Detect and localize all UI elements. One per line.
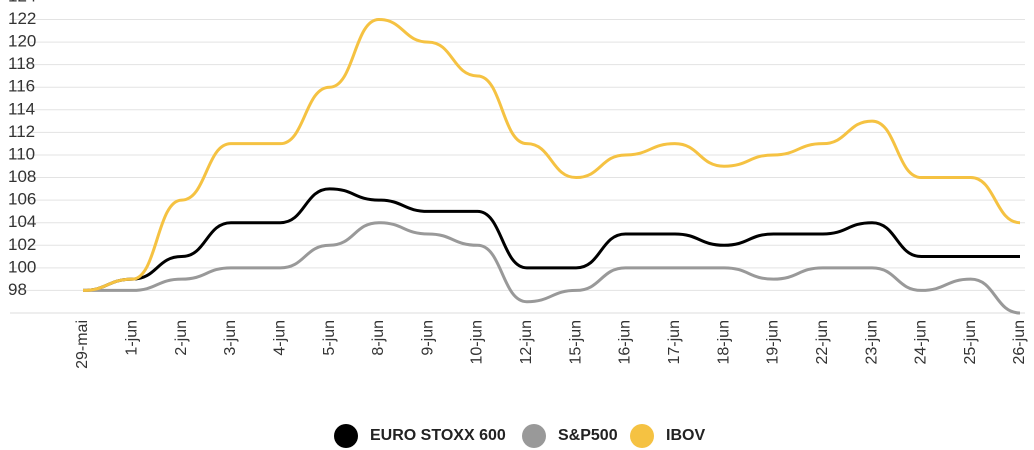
legend-label: EURO STOXX 600 (370, 427, 506, 444)
x-tick-label: 26-jun (1011, 320, 1028, 364)
x-tick-label: 8-jun (370, 320, 387, 356)
y-tick-label: 112 (8, 122, 35, 141)
legend-marker (522, 424, 546, 448)
line (82, 187, 1020, 292)
x-tick-label: 4-jun (271, 320, 288, 356)
x-tick-label: 17-jun (666, 320, 683, 364)
y-tick-label: 108 (8, 167, 36, 186)
legend-marker (334, 424, 358, 448)
y-tick-label: 104 (8, 212, 36, 231)
line (82, 17, 1021, 292)
x-tick-label: 18-jun (715, 320, 732, 364)
y-tick-label: 106 (8, 190, 36, 209)
x-tick-label: 1-jun (124, 320, 141, 356)
x-tick-label: 10-jun (469, 320, 486, 364)
y-tick-label: 98 (8, 280, 27, 299)
y-tick-label: 100 (8, 257, 36, 276)
x-tick-label: 23-jun (863, 320, 880, 364)
y-tick-label: 102 (8, 235, 36, 254)
x-tick-label: 29-mai (74, 320, 91, 369)
legend-label: IBOV (666, 427, 705, 444)
legend-label: S&P500 (558, 427, 618, 444)
x-tick-label: 3-jun (222, 320, 239, 356)
x-tick-label: 19-jun (765, 320, 782, 364)
x-tick-label: 2-jun (173, 320, 190, 356)
line (82, 221, 1021, 315)
x-tick-label: 12-jun (518, 320, 535, 364)
x-tick-label: 24-jun (913, 320, 930, 364)
x-tick-label: 25-jun (962, 320, 979, 364)
y-tick-label: 124 (8, 0, 36, 5)
y-tick-label: 120 (8, 32, 36, 51)
y-tick-label: 122 (8, 9, 36, 28)
y-tick-label: 110 (8, 144, 35, 163)
x-tick-label: 16-jun (617, 320, 634, 364)
x-tick-label: 5-jun (321, 320, 338, 356)
legend-marker (630, 424, 654, 448)
legend: EURO STOXX 600 S&P500 IBOV (334, 424, 705, 448)
x-tick-label: 9-jun (419, 320, 436, 356)
y-tick-label: 116 (8, 77, 35, 96)
y-tick-label: 114 (8, 99, 35, 118)
x-tick-label: 22-jun (814, 320, 831, 364)
y-tick-label: 118 (8, 54, 35, 73)
x-tick-label: 15-jun (567, 320, 584, 364)
